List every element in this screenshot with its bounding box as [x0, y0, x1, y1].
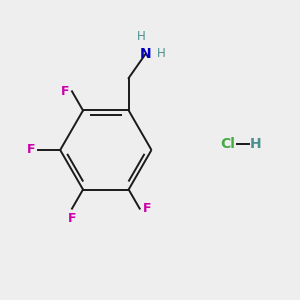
- Text: H: H: [137, 30, 146, 43]
- Text: F: F: [68, 212, 76, 225]
- Text: F: F: [142, 202, 151, 215]
- Text: F: F: [61, 85, 69, 98]
- Text: Cl: Cl: [221, 137, 236, 151]
- Text: N: N: [140, 47, 152, 61]
- Text: H: H: [157, 47, 166, 60]
- Text: F: F: [27, 143, 35, 157]
- Text: H: H: [250, 137, 261, 151]
